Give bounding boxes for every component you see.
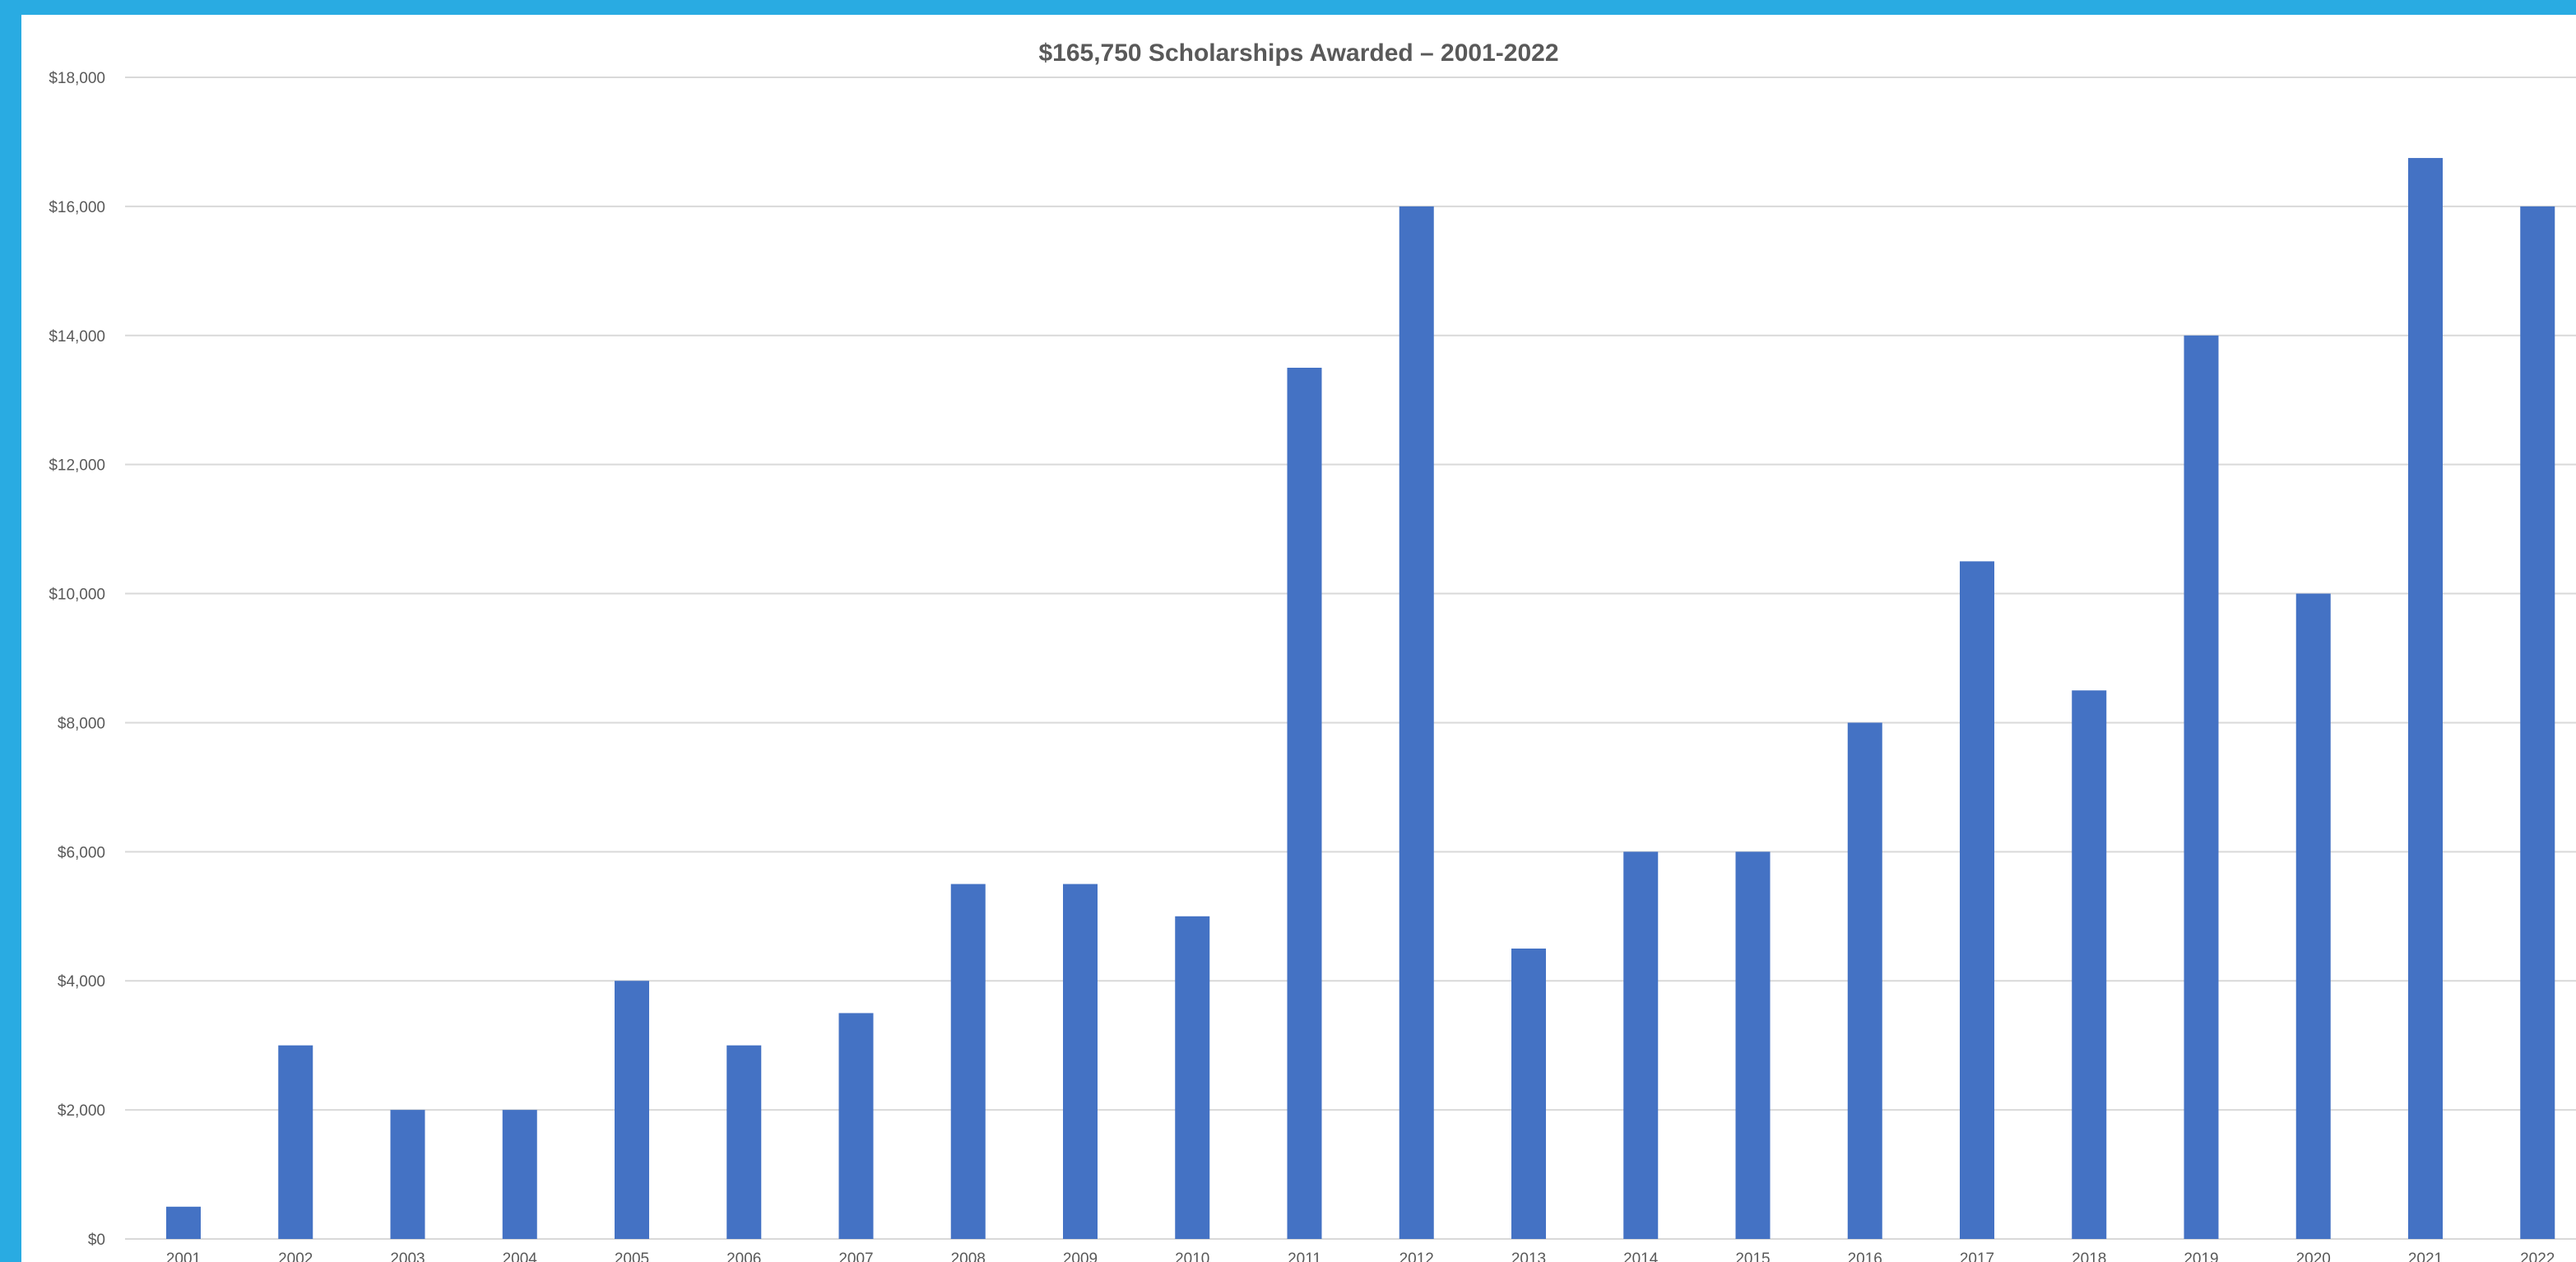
bar-2020 (2295, 593, 2331, 1239)
x-tick-label-2010: 2010 (1175, 1250, 1209, 1262)
bar-2002 (278, 1045, 313, 1239)
x-tick-label-2004: 2004 (503, 1250, 538, 1262)
x-tick-label-2011: 2011 (1288, 1250, 1321, 1262)
x-tick-label-2022: 2022 (2520, 1250, 2555, 1262)
y-tick-label: $16,000 (49, 199, 105, 216)
x-axis-ticks: 2001 2002 2003 2004 2005 2006 2007 2008 2009 2010… (166, 1250, 2555, 1262)
bar-2009 (1063, 884, 1098, 1239)
x-tick-label-2007: 2007 (838, 1250, 873, 1262)
bar-2004 (502, 1110, 537, 1239)
chart-title: $165,750 Scholarships Awarded – 2001-202… (1038, 39, 1559, 67)
bar-2003 (390, 1110, 425, 1239)
y-tick-label: $12,000 (49, 457, 105, 475)
bar-2021 (2408, 158, 2443, 1240)
y-tick-label: $10,000 (49, 587, 105, 604)
x-tick-label-2014: 2014 (1623, 1250, 1659, 1262)
y-tick-label: $18,000 (49, 70, 105, 87)
x-tick-label-2017: 2017 (1960, 1250, 1994, 1262)
y-tick-label: $4,000 (58, 973, 105, 991)
x-tick-label-2006: 2006 (726, 1250, 761, 1262)
x-tick-label-2012: 2012 (1399, 1250, 1434, 1262)
y-tick-label: $0 (88, 1232, 105, 1249)
bar-2011 (1287, 368, 1322, 1239)
bar-2008 (950, 884, 986, 1239)
x-tick-label-2001: 2001 (166, 1250, 201, 1262)
bar-2005 (615, 981, 649, 1239)
x-tick-label-2020: 2020 (2296, 1250, 2331, 1262)
x-tick-label-2003: 2003 (390, 1250, 425, 1262)
bar-2012 (1399, 206, 1434, 1239)
x-tick-label-2013: 2013 (1511, 1250, 1546, 1262)
x-tick-label-2005: 2005 (615, 1250, 649, 1262)
bar-2007 (838, 1013, 874, 1239)
bar-2010 (1175, 916, 1210, 1239)
bar-2006 (726, 1045, 762, 1239)
y-tick-label: $14,000 (49, 328, 105, 346)
y-axis-ticks: $0 $2,000 $4,000 $6,000 $8,000 $10,000 $12,000… (49, 70, 105, 1249)
bar-2013 (1511, 949, 1546, 1239)
x-tick-label-2008: 2008 (951, 1250, 986, 1262)
bar-2018 (2072, 690, 2107, 1239)
y-tick-label: $6,000 (58, 844, 105, 861)
bars (166, 158, 2555, 1240)
bar-2014 (1623, 851, 1659, 1239)
y-tick-label: $8,000 (58, 715, 105, 732)
gridlines (125, 77, 2576, 1240)
x-tick-label-2021: 2021 (2408, 1250, 2443, 1262)
bar-2016 (1847, 722, 1882, 1239)
x-tick-label-2009: 2009 (1063, 1250, 1098, 1262)
x-tick-label-2015: 2015 (1735, 1250, 1770, 1262)
x-tick-label-2016: 2016 (1848, 1250, 1882, 1262)
bar-2017 (1960, 561, 1994, 1239)
bar-2001 (166, 1206, 201, 1239)
x-tick-label-2002: 2002 (278, 1250, 313, 1262)
y-tick-label: $2,000 (58, 1102, 105, 1120)
x-tick-label-2018: 2018 (2072, 1250, 2106, 1262)
bar-2022 (2520, 206, 2555, 1239)
bar-2019 (2184, 335, 2219, 1239)
bar-2015 (1735, 851, 1771, 1239)
x-tick-label-2019: 2019 (2184, 1250, 2218, 1262)
